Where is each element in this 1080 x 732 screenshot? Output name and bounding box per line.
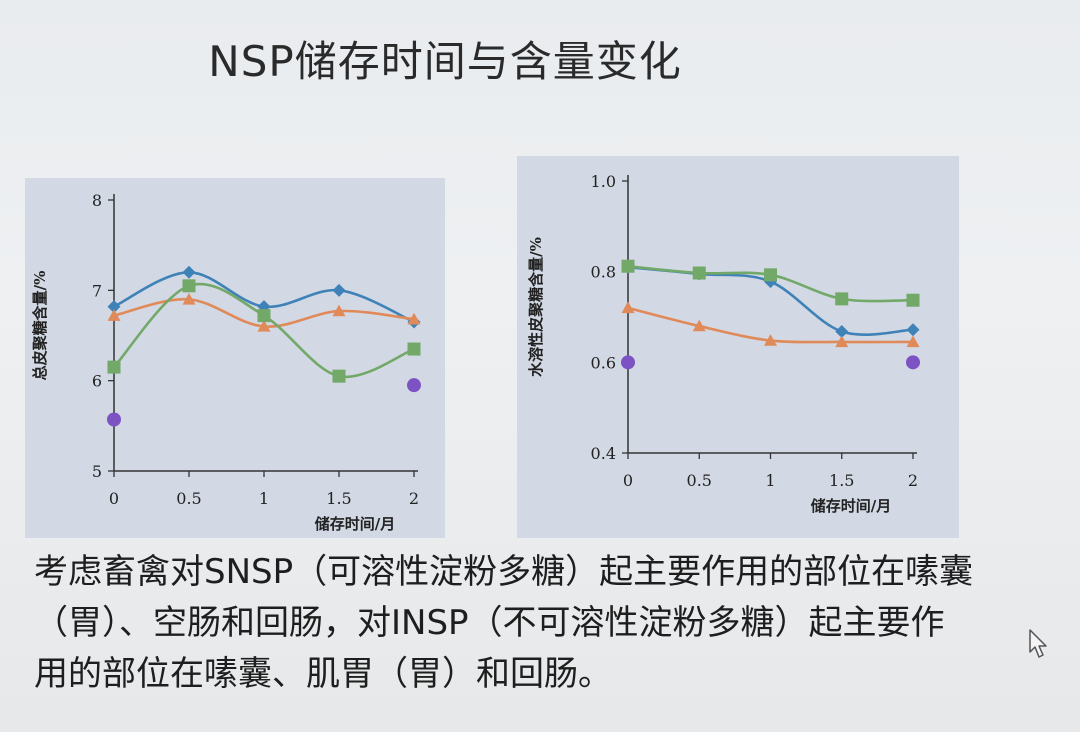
y-axis-title: 水溶性皮聚糖含量/% <box>527 237 545 377</box>
x-tick-label: 0.5 <box>176 489 201 508</box>
series-2-marker <box>332 304 346 317</box>
series-4-marker <box>407 378 421 393</box>
chart-total-content-svg: 5 6 7 8 0 0.5 1 1.5 2 储存时间/月 总皮聚糖含量/% <box>31 191 421 533</box>
x-tick-label: 1.5 <box>829 471 854 490</box>
y-tick-label: 1.0 <box>591 172 616 191</box>
series-2-marker <box>621 259 635 273</box>
series-1-marker <box>906 323 920 337</box>
series-3-marker <box>407 342 421 356</box>
x-axis-title: 储存时间/月 <box>811 497 891 515</box>
slide-body-text: 考虑畜禽对SNSP（可溶性淀粉多糖）起主要作用的部位在嗉囊（胃）、空肠和回肠，对… <box>34 552 974 694</box>
slide-title: NSP储存时间与含量变化 <box>208 37 682 86</box>
chart-total-content: 5 6 7 8 0 0.5 1 1.5 2 储存时间/月 总皮聚糖含量/% <box>25 178 445 538</box>
series-1-marker <box>835 325 849 339</box>
y-tick-label: 0.4 <box>591 444 616 463</box>
y-tick-label: 7 <box>92 281 102 300</box>
y-tick-label: 0.6 <box>591 353 616 372</box>
x-tick-label: 1 <box>765 471 775 490</box>
series-3-marker <box>906 335 920 348</box>
series-2-marker <box>764 268 777 282</box>
series-3-marker <box>764 334 777 346</box>
x-tick-label: 1 <box>259 489 269 508</box>
series-2-marker <box>107 309 121 321</box>
mouse-cursor-icon <box>1029 629 1047 658</box>
x-tick-label: 2 <box>409 489 419 508</box>
series-2-marker <box>692 266 706 280</box>
series-2-marker <box>407 312 421 325</box>
series-3-marker <box>257 309 271 323</box>
series-2-marker <box>906 293 920 307</box>
chart-water-soluble-content: 0.4 0.6 0.8 1.0 0 0.5 1 1.5 2 储存时间/月 水溶性皮聚糖含量/% <box>517 156 959 538</box>
series-4-marker <box>906 355 920 370</box>
series-3-marker <box>835 335 849 348</box>
series-1-marker <box>182 265 196 279</box>
series-3-marker <box>332 369 346 383</box>
y-tick-label: 5 <box>92 462 102 481</box>
x-tick-label: 2 <box>908 471 918 490</box>
y-tick-label: 0.8 <box>591 263 616 282</box>
series-3-marker <box>182 279 196 293</box>
series-3-marker <box>692 319 706 332</box>
series-2-marker <box>835 292 849 306</box>
y-tick-label: 6 <box>92 372 102 391</box>
series-3-marker <box>107 360 121 374</box>
y-tick-label: 8 <box>92 191 102 210</box>
series-4-marker <box>621 355 635 370</box>
series-2-marker <box>182 292 196 305</box>
series-1-marker <box>107 300 121 314</box>
series-2-marker <box>257 319 271 332</box>
x-tick-label: 0.5 <box>687 471 712 490</box>
x-axis-title: 储存时间/月 <box>315 515 395 533</box>
y-axis-title: 总皮聚糖含量/% <box>31 271 49 381</box>
series-1-marker <box>332 283 346 297</box>
x-tick-label: 0 <box>109 489 119 508</box>
x-tick-label: 1.5 <box>326 489 351 508</box>
series-3-marker <box>621 301 635 314</box>
chart-water-soluble-content-svg: 0.4 0.6 0.8 1.0 0 0.5 1 1.5 2 储存时间/月 水溶性皮聚糖含量/% <box>527 172 920 515</box>
series-4-marker <box>107 412 121 427</box>
x-tick-label: 0 <box>623 471 633 490</box>
